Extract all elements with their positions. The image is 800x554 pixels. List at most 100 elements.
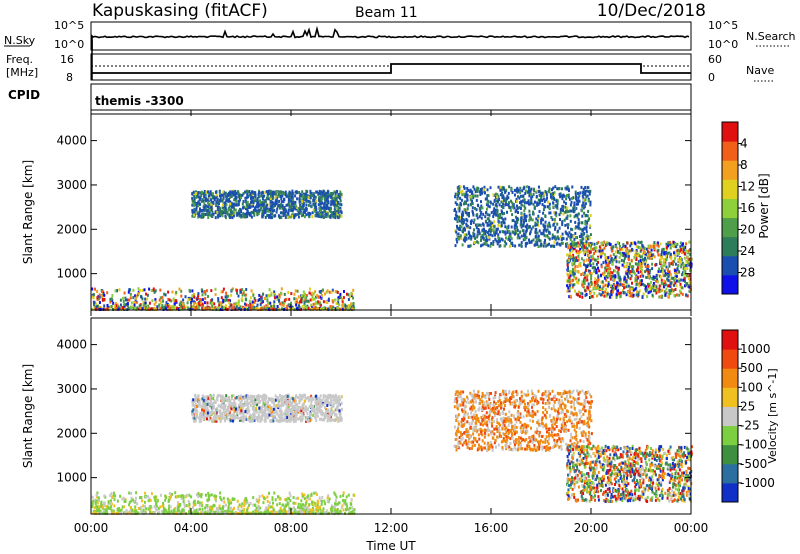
- data-cell: [577, 196, 580, 200]
- data-cell: [490, 211, 493, 215]
- data-cell: [572, 196, 575, 200]
- data-cell: [270, 215, 273, 219]
- data-cell: [300, 300, 303, 304]
- data-cell: [183, 307, 186, 311]
- data-cell: [570, 255, 573, 259]
- data-cell: [587, 282, 590, 286]
- data-cell: [222, 211, 225, 215]
- data-cell: [528, 215, 531, 219]
- data-cell: [234, 307, 237, 311]
- data-cell: [668, 251, 671, 255]
- data-cell: [569, 248, 571, 252]
- data-cell: [665, 265, 668, 269]
- data-cell: [578, 235, 581, 238]
- data-cell: [326, 205, 329, 209]
- data-cell: [474, 206, 476, 210]
- data-cell: [319, 291, 322, 295]
- data-cell: [460, 198, 463, 202]
- data-cell: [479, 193, 482, 196]
- data-cell: [206, 301, 209, 305]
- data-cell: [610, 289, 613, 293]
- data-cell: [215, 200, 218, 204]
- data-cell: [224, 295, 227, 299]
- data-cell: [297, 301, 300, 305]
- data-cell: [295, 298, 298, 302]
- data-cell: [215, 193, 218, 197]
- data-cell: [588, 236, 591, 240]
- data-cell: [574, 289, 576, 293]
- data-cell: [296, 307, 299, 311]
- data-cell: [158, 298, 161, 302]
- data-cell: [455, 230, 458, 234]
- data-cell: [153, 302, 156, 306]
- data-cell: [221, 411, 224, 415]
- data-cell: [280, 197, 283, 201]
- data-cell: [670, 291, 673, 295]
- data-cell: [221, 400, 224, 404]
- data-cell: [487, 229, 490, 233]
- data-cell: [461, 210, 464, 214]
- data-cell: [457, 191, 460, 195]
- data-cell: [259, 202, 262, 206]
- data-cell: [548, 211, 551, 215]
- data-cell: [334, 307, 337, 311]
- data-cell: [273, 303, 275, 307]
- data-cell: [676, 249, 679, 253]
- data-cell: [292, 307, 295, 311]
- data-cell: [201, 408, 203, 412]
- data-cell: [466, 186, 469, 190]
- data-cell: [528, 209, 531, 213]
- data-cell: [520, 216, 523, 220]
- data-cell: [598, 269, 601, 273]
- data-cell: [542, 232, 545, 235]
- data-cell: [210, 409, 213, 413]
- data-cell: [197, 191, 200, 195]
- colorbar-segment: [722, 122, 738, 142]
- data-cell: [219, 301, 222, 305]
- data-cell: [550, 195, 552, 199]
- data-cell: [220, 290, 223, 294]
- data-cell: [518, 243, 521, 247]
- data-cell: [491, 221, 494, 225]
- data-cell: [97, 304, 100, 308]
- data-cell: [589, 203, 592, 207]
- data-cell: [217, 213, 220, 217]
- data-cell: [258, 204, 261, 208]
- data-cell: [544, 205, 547, 209]
- data-cell: [682, 272, 685, 276]
- data-cell: [662, 285, 665, 289]
- data-cell: [548, 221, 551, 225]
- data-cell: [324, 406, 326, 409]
- data-cell: [211, 210, 214, 214]
- data-cell: [249, 192, 252, 196]
- data-cell: [680, 263, 683, 267]
- data-cell: [273, 402, 276, 406]
- data-cell: [494, 211, 497, 215]
- data-cell: [235, 191, 238, 195]
- data-cell: [524, 244, 527, 248]
- data-cell: [269, 190, 272, 194]
- data-cell: [256, 202, 259, 206]
- data-cell: [244, 207, 247, 211]
- data-cell: [666, 291, 668, 295]
- data-cell: [125, 298, 127, 302]
- data-cell: [305, 409, 307, 413]
- data-cell: [331, 418, 334, 422]
- data-cell: [582, 196, 585, 200]
- data-cell: [176, 306, 178, 310]
- data-cell: [630, 259, 633, 262]
- data-cell: [664, 291, 667, 295]
- data-cell: [607, 272, 610, 276]
- data-cell: [571, 270, 574, 274]
- data-cell: [91, 295, 94, 299]
- data-cell: [172, 297, 175, 301]
- data-cell: [302, 402, 305, 406]
- data-cell: [538, 229, 541, 233]
- data-cell: [195, 192, 198, 195]
- data-cell: [647, 244, 650, 248]
- data-cell: [248, 401, 251, 405]
- data-cell: [466, 209, 468, 213]
- data-cell: [305, 189, 308, 193]
- data-cell: [617, 266, 620, 270]
- data-cell: [137, 287, 140, 291]
